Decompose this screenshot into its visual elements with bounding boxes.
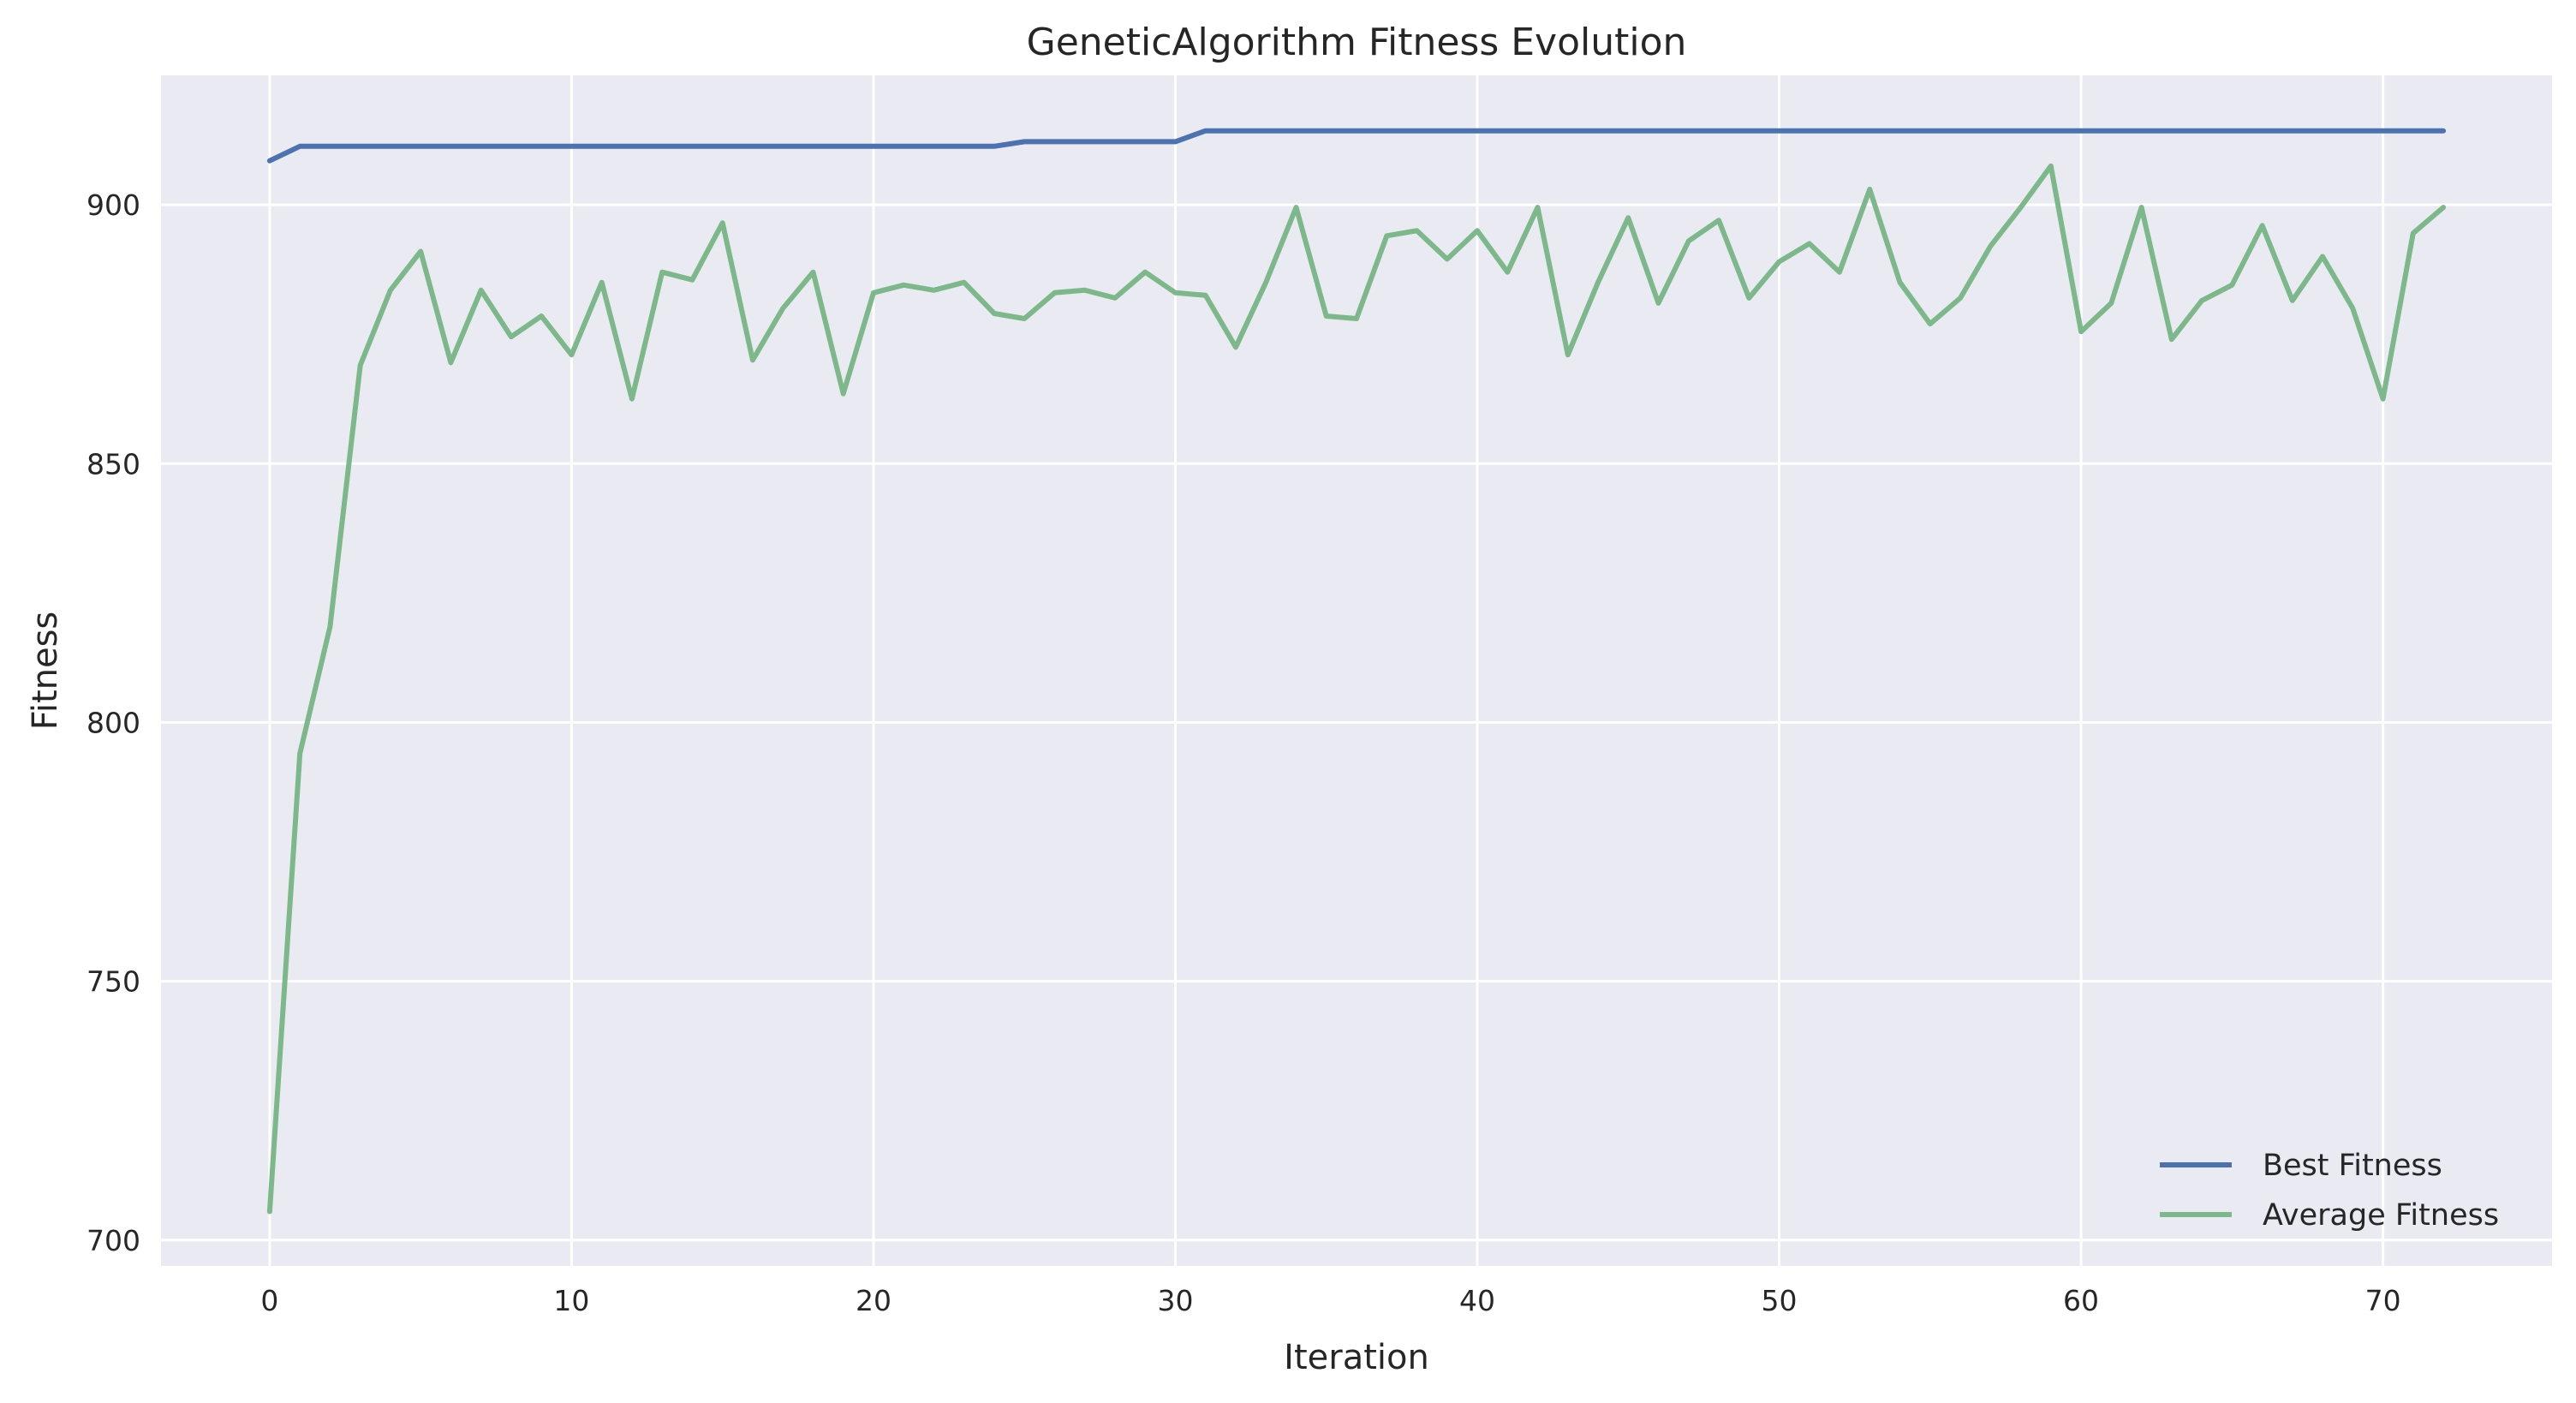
x-tick-label: 70 bbox=[2365, 1284, 2401, 1317]
x-tick-label: 50 bbox=[1762, 1284, 1798, 1317]
series-line-best-fitness bbox=[266, 128, 2447, 164]
x-tick-label: 30 bbox=[1157, 1284, 1193, 1317]
legend-label: Best Fitness bbox=[2263, 1149, 2442, 1183]
legend-label: Average Fitness bbox=[2263, 1198, 2499, 1233]
legend: Best Fitness Average Fitness bbox=[2160, 1149, 2499, 1233]
plot-area bbox=[161, 75, 2552, 1266]
x-tick-label: 0 bbox=[260, 1284, 278, 1317]
series-line-average-fitness bbox=[266, 163, 2447, 1215]
y-tick-label: 800 bbox=[86, 706, 140, 739]
chart-title: GeneticAlgorithm Fitness Evolution bbox=[1027, 21, 1687, 64]
y-axis-label: Fitness bbox=[26, 612, 65, 731]
x-tick-label: 20 bbox=[856, 1284, 891, 1317]
series-lines bbox=[266, 128, 2447, 1215]
x-axis-label: Iteration bbox=[1284, 1338, 1429, 1377]
y-tick-label: 850 bbox=[86, 447, 140, 481]
tick-labels: 0 10 20 30 40 50 60 70 700 750 800 850 900 bbox=[86, 188, 2401, 1317]
grid-lines bbox=[161, 75, 2552, 1266]
x-tick-label: 40 bbox=[1459, 1284, 1495, 1317]
x-tick-label: 10 bbox=[553, 1284, 589, 1317]
y-tick-label: 700 bbox=[86, 1224, 140, 1257]
y-tick-label: 900 bbox=[86, 188, 140, 222]
y-tick-label: 750 bbox=[86, 965, 140, 999]
x-tick-label: 60 bbox=[2063, 1284, 2099, 1317]
